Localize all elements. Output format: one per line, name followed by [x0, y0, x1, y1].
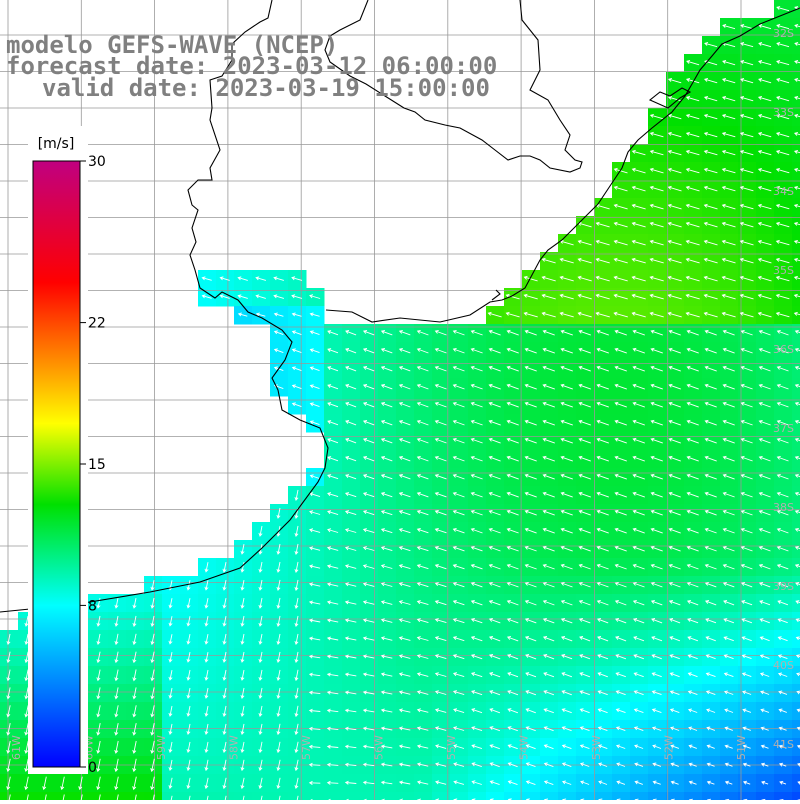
wind-speed-cell — [630, 792, 649, 800]
wind-speed-cell — [792, 126, 800, 145]
wind-speed-cell — [792, 162, 800, 181]
colorbar-unit-label: [m/s] — [38, 136, 75, 152]
longitude-label: 54W — [518, 735, 531, 760]
colorbar-tick-label: 30 — [88, 154, 106, 170]
wind-speed-cell — [792, 558, 800, 577]
latitude-label: 41S — [773, 738, 794, 751]
wind-speed-cell — [792, 198, 800, 217]
colorbar-gradient — [33, 161, 80, 767]
wind-speed-cell — [486, 792, 505, 800]
latitude-label: 38S — [773, 501, 794, 514]
wind-speed-cell — [792, 540, 800, 559]
wind-speed-cell — [414, 792, 433, 800]
wind-speed-cell — [792, 612, 800, 631]
wind-speed-cell — [792, 450, 800, 469]
longitude-label: 57W — [300, 735, 313, 760]
longitude-label: 52W — [663, 735, 676, 760]
colorbar-tick-label: 0 — [88, 760, 97, 776]
wind-speed-cell — [684, 792, 703, 800]
latitude-label: 37S — [773, 422, 794, 435]
wind-speed-cell — [378, 792, 397, 800]
longitude-label: 58W — [228, 735, 241, 760]
wind-speed-cell — [774, 792, 793, 800]
wind-speed-cell — [792, 468, 800, 487]
wind-speed-cell — [576, 792, 595, 800]
longitude-label: 61W — [10, 735, 23, 760]
longitude-label: 59W — [155, 735, 168, 760]
wind-speed-cell — [666, 792, 685, 800]
wind-speed-cell — [450, 792, 469, 800]
colorbar-tick-label: 8 — [88, 598, 97, 614]
wind-speed-cell — [648, 792, 667, 800]
colorbar-tick-label: 15 — [88, 457, 106, 473]
wind-speed-cell — [396, 792, 415, 800]
longitude-label: 53W — [590, 735, 603, 760]
wind-speed-cell — [792, 378, 800, 397]
latitude-label: 39S — [773, 580, 794, 593]
wind-speed-cell — [792, 396, 800, 415]
latitude-label: 35S — [773, 264, 794, 277]
longitude-label: 55W — [445, 735, 458, 760]
wind-speed-cell — [720, 792, 739, 800]
latitude-label: 40S — [773, 659, 794, 672]
wind-speed-cell — [468, 792, 487, 800]
wind-speed-cell — [540, 792, 559, 800]
wind-speed-cell — [792, 144, 800, 163]
latitude-label: 36S — [773, 343, 794, 356]
wind-speed-cell — [306, 792, 325, 800]
wind-speed-cell — [558, 792, 577, 800]
wind-speed-cell — [792, 72, 800, 91]
wind-speed-cell — [792, 216, 800, 235]
wind-speed-cell — [612, 792, 631, 800]
wind-speed-cell — [756, 792, 775, 800]
longitude-label: 51W — [735, 735, 748, 760]
wind-speed-cell — [702, 792, 721, 800]
wind-speed-cell — [792, 522, 800, 541]
wind-speed-cell — [792, 360, 800, 379]
colorbar-tick-label: 22 — [88, 316, 106, 332]
wind-speed-cell — [342, 792, 361, 800]
latitude-label: 32S — [773, 27, 794, 40]
latitude-label: 33S — [773, 106, 794, 119]
wind-speed-cell — [522, 792, 541, 800]
wind-speed-cell — [594, 792, 613, 800]
latitude-label: 34S — [773, 185, 794, 198]
valid-date: valid date: 2023-03-19 15:00:00 — [42, 76, 490, 100]
longitude-label: 56W — [373, 735, 386, 760]
wind-speed-cell — [792, 54, 800, 73]
wind-speed-cell — [792, 594, 800, 613]
wind-speed-cell — [792, 792, 800, 800]
wind-speed-cell — [504, 792, 523, 800]
wind-speed-cell — [792, 630, 800, 649]
wind-speed-cell — [792, 234, 800, 253]
wind-speed-cell — [360, 792, 379, 800]
wind-speed-cell — [324, 792, 343, 800]
